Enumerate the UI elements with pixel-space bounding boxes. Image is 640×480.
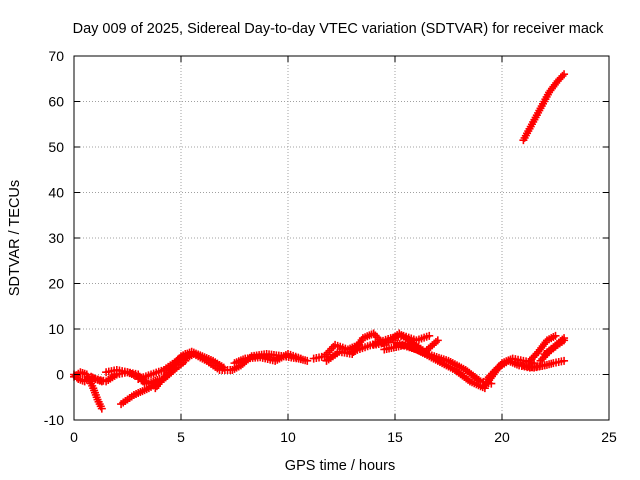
y-tick-label: 30 [48, 230, 64, 246]
data-point [97, 404, 106, 413]
data-point [296, 354, 305, 363]
series-track-j [230, 350, 305, 368]
data-point [560, 70, 569, 79]
y-tick-label: 0 [56, 367, 64, 383]
data-point [303, 356, 312, 365]
x-tick-label: 10 [280, 429, 296, 445]
x-tick-label: 15 [387, 429, 403, 445]
x-tick-label: 0 [70, 429, 78, 445]
y-tick-label: 10 [48, 321, 64, 337]
y-axis-label: SDTVAR / TECUs [7, 180, 23, 296]
data-point [558, 335, 567, 344]
data-point [551, 331, 560, 340]
data-point [433, 336, 442, 345]
x-tick-label: 25 [601, 429, 617, 445]
x-tick-label: 5 [177, 429, 185, 445]
y-tick-label: 40 [48, 185, 64, 201]
chart-title: Day 009 of 2025, Sidereal Day-to-day VTE… [73, 21, 605, 37]
data-point [558, 71, 567, 80]
data-layer [70, 70, 569, 413]
series-track-p [391, 338, 489, 393]
axes: 0 5 10 15 20 25 -10 0 10 20 30 40 50 60 70 [44, 48, 617, 445]
y-tick-label: 70 [48, 48, 64, 64]
y-tick-label: -10 [44, 412, 64, 428]
series-track-w [519, 70, 569, 145]
x-tick-label: 20 [494, 429, 510, 445]
series-track-v [540, 334, 569, 359]
y-tick-label: 20 [48, 276, 64, 292]
series-track-t [525, 331, 560, 365]
x-axis-label: GPS time / hours [285, 458, 395, 474]
y-tick-label: 60 [48, 94, 64, 110]
data-point [425, 331, 434, 340]
data-point [560, 334, 569, 343]
series-track-h [177, 350, 235, 374]
data-point [431, 338, 440, 346]
series-track-s [519, 356, 569, 372]
y-tick-label: 50 [48, 139, 64, 155]
data-point [560, 356, 569, 365]
